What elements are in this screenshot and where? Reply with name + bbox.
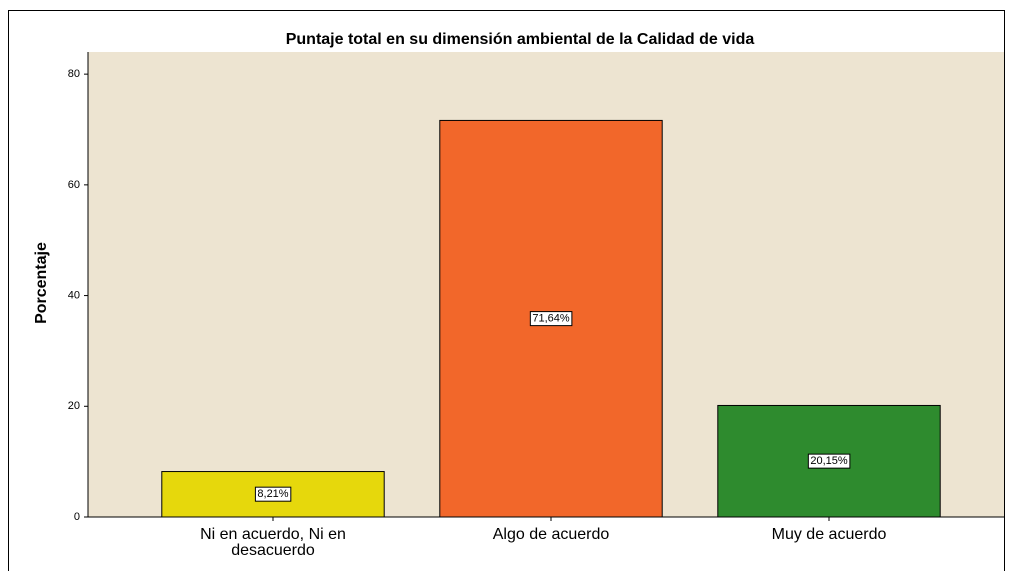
y-tick-label: 40 [68, 289, 80, 301]
x-tick-label: Ni en acuerdo, Ni en desacuerdo [200, 526, 346, 559]
data-label: 20,15% [810, 455, 848, 467]
y-axis-label: Porcentaje [33, 242, 50, 324]
y-tick-label: 80 [68, 68, 80, 80]
data-label: 8,21% [257, 488, 288, 500]
data-label: 71,64% [532, 313, 570, 325]
x-tick-label: Algo de acuerdo [492, 526, 610, 543]
data-label-box [807, 453, 851, 469]
y-tick-label: 60 [68, 179, 80, 191]
y-tick-label: 20 [68, 400, 80, 412]
x-tick-label: Muy de acuerdo [771, 526, 887, 543]
data-label-box [529, 311, 573, 327]
data-label-box [254, 486, 292, 502]
y-tick-label: 0 [74, 511, 80, 523]
chart-title: Puntaje total en su dimensión ambiental … [286, 31, 755, 48]
